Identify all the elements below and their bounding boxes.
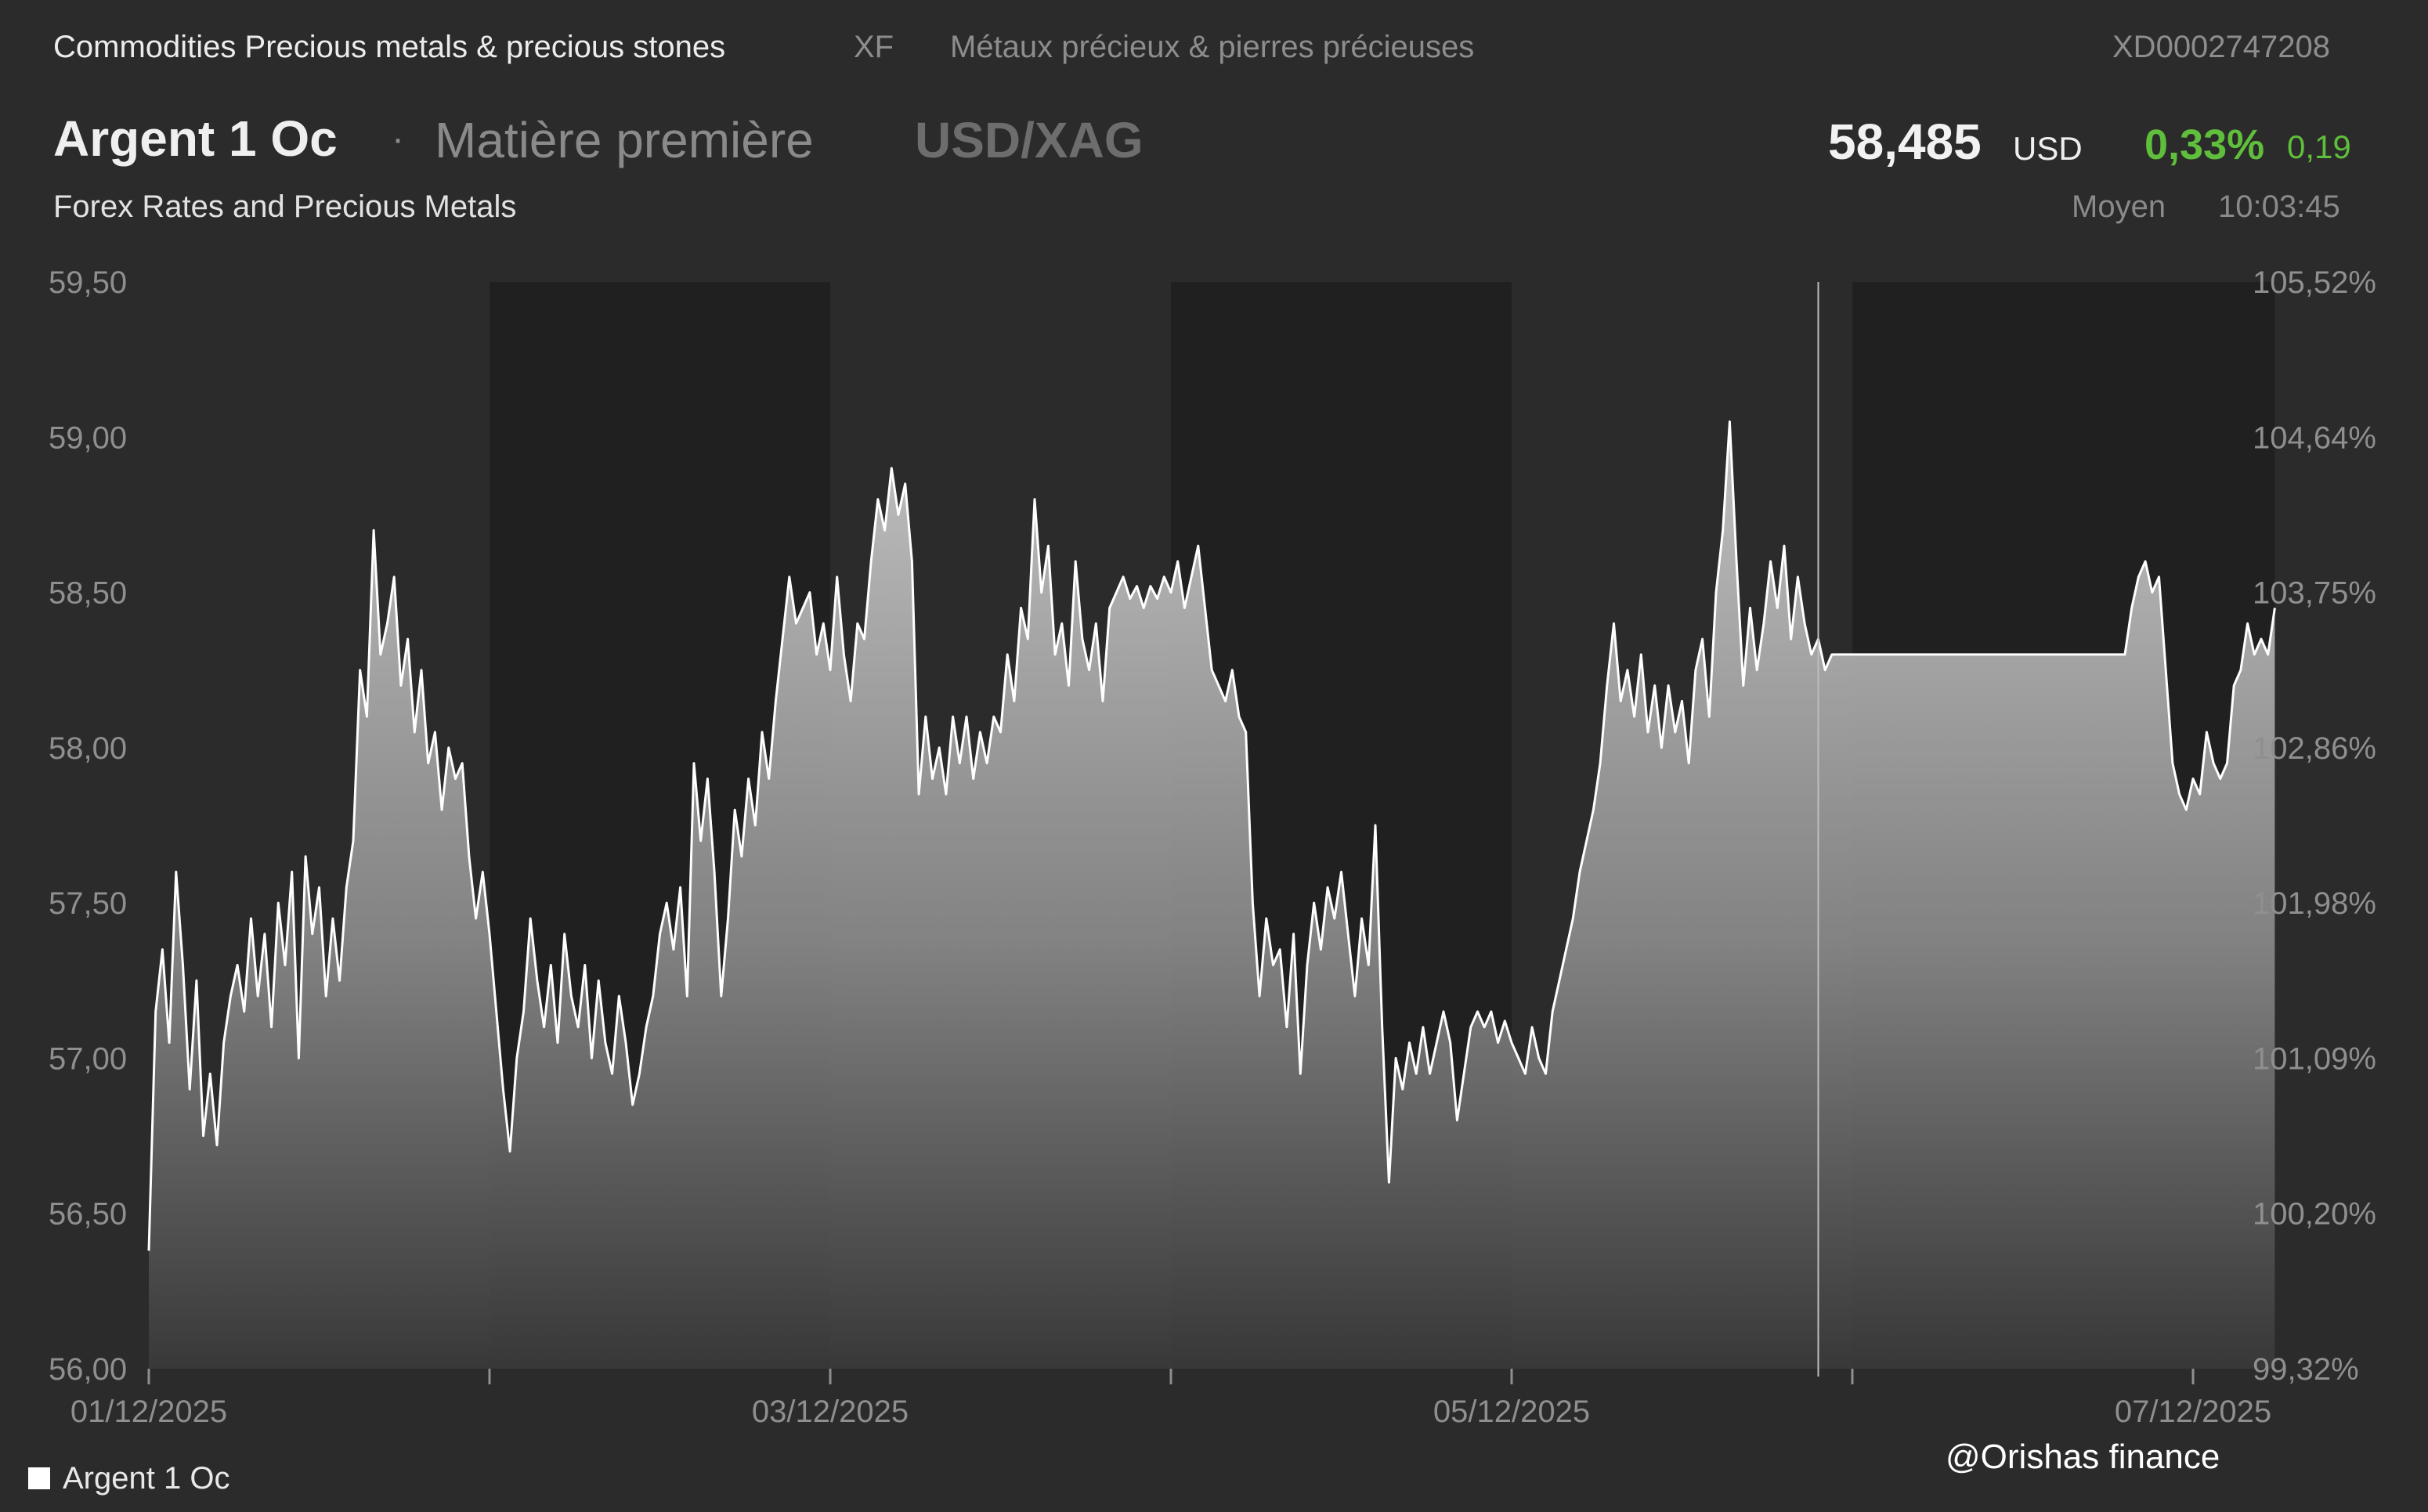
x-tick-label: 03/12/2025 (752, 1395, 909, 1429)
x-axis: 01/12/2025 03/12/2025 05/12/2025 07/12/2025 (70, 1369, 2271, 1429)
y-tick-label: 56,00 (49, 1352, 127, 1387)
y2-tick-label: 101,98% (2253, 886, 2376, 921)
y2-tick-label: 105,52% (2253, 265, 2376, 300)
y2-tick-label: 104,64% (2253, 420, 2376, 455)
y-tick-label: 58,50 (49, 576, 127, 611)
x-tick-label: 05/12/2025 (1433, 1395, 1590, 1429)
data-source-subtitle: Forex Rates and Precious Metals (53, 189, 517, 224)
legend-swatch[interactable] (28, 1467, 50, 1489)
y-axis-left: 59,50 59,00 58,50 58,00 57,50 57,00 56,50 56,00 (49, 265, 127, 1387)
header-bar: Commodities Precious metals & precious s… (0, 0, 2428, 94)
x-tick-label: 01/12/2025 (70, 1395, 227, 1429)
watermark-text: @Orishas finance (1946, 1438, 2220, 1476)
y-tick-label: 57,50 (49, 886, 127, 921)
last-price: 58,485 (1828, 114, 1982, 170)
price-area (149, 421, 2275, 1369)
y2-tick-label: 101,09% (2253, 1041, 2376, 1076)
change-percent: 0,33% (2144, 121, 2265, 168)
y2-tick-label: 103,75% (2253, 576, 2376, 611)
title-separator: · (392, 118, 404, 160)
y2-tick-label: 102,86% (2253, 731, 2376, 766)
quote-time: 10:03:45 (2218, 189, 2340, 224)
price-type: Moyen (2072, 189, 2166, 224)
instrument-title: Argent 1 Oc (53, 110, 338, 167)
y2-tick-label: 99,32% (2253, 1352, 2359, 1387)
y2-tick-label: 100,20% (2253, 1197, 2376, 1232)
category-label: Métaux précieux & pierres précieuses (950, 30, 1475, 64)
x-tick-label: 07/12/2025 (2115, 1395, 2271, 1429)
y-tick-label: 59,00 (49, 420, 127, 455)
instrument-subtype: Matière première (435, 112, 814, 168)
y-tick-label: 58,00 (49, 731, 127, 766)
price-chart[interactable]: 59,50 59,00 58,50 58,00 57,50 57,00 56,50 56,00… (0, 258, 2428, 1449)
price-currency: USD (2013, 130, 2083, 167)
y-axis-right-percent: 105,52% 104,64% 103,75% 102,86% 101,98% 101,0… (2253, 265, 2376, 1387)
y-tick-label: 57,00 (49, 1041, 127, 1076)
change-absolute: 0,19 (2287, 128, 2351, 165)
source-label: Commodities Precious metals & precious s… (53, 30, 726, 64)
exchange-code: XF (854, 30, 894, 64)
currency-pair: USD/XAG (915, 112, 1144, 168)
price-line (147, 420, 2276, 1251)
isin-code[interactable]: XD0002747208 (2112, 30, 2331, 64)
legend-label[interactable]: Argent 1 Oc (63, 1461, 230, 1496)
y-tick-label: 59,50 (49, 265, 127, 300)
y-tick-label: 56,50 (49, 1197, 127, 1232)
